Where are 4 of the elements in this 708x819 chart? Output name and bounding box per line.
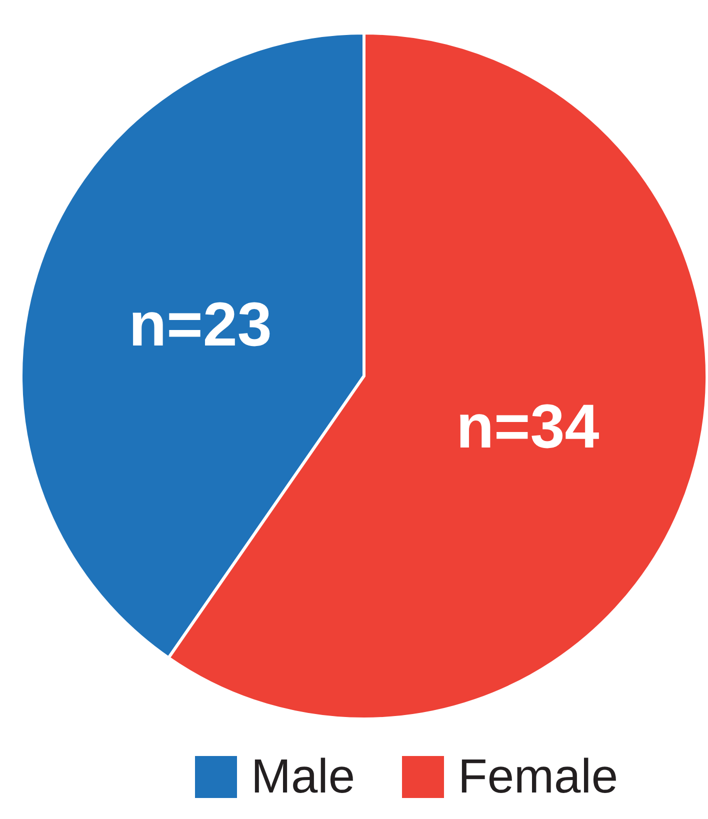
data-label: n=34 (456, 392, 600, 462)
legend-label: Male (251, 750, 356, 804)
slice-label: Female (458, 750, 618, 804)
data-label: n=23 (128, 290, 272, 360)
